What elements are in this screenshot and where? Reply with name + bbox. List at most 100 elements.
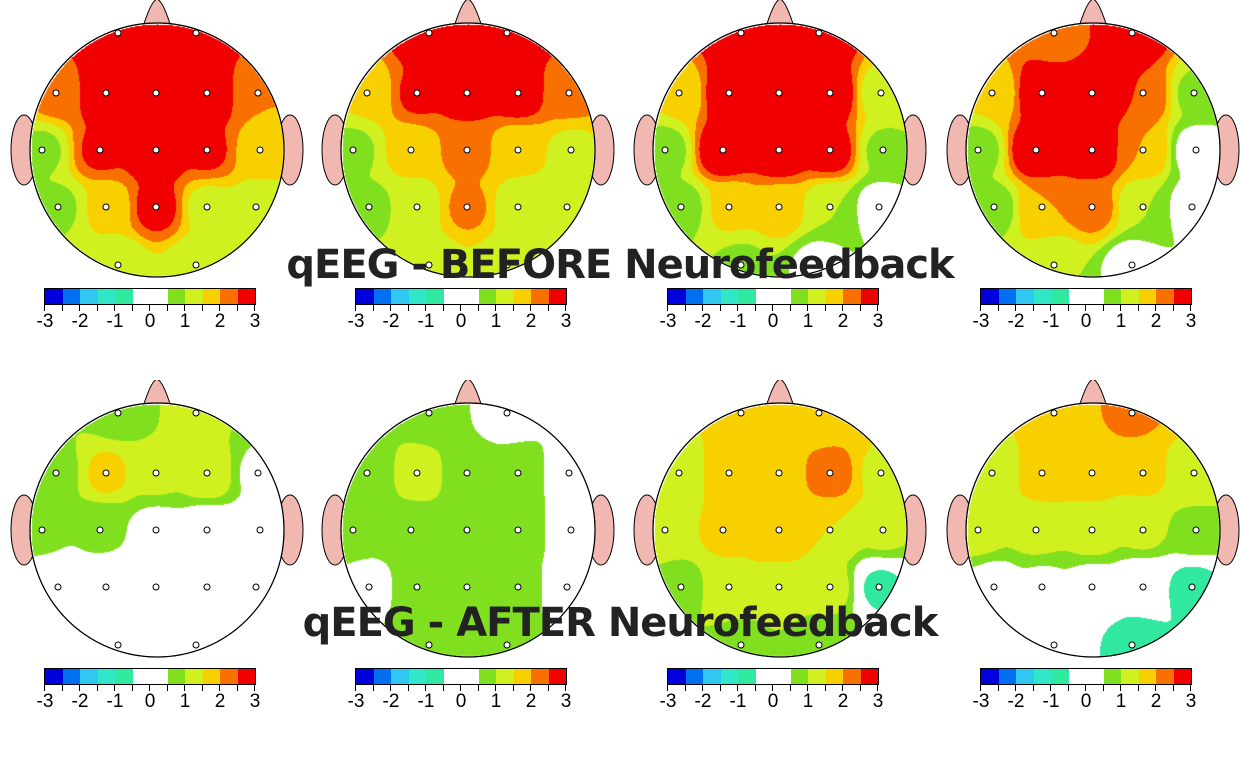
electrode-T4 xyxy=(256,526,264,534)
colorbar-segment xyxy=(237,669,255,684)
tick xyxy=(1085,305,1086,311)
electrode-O1 xyxy=(1050,641,1058,649)
tick xyxy=(719,685,721,691)
electrode-C3 xyxy=(1032,526,1040,534)
electrode-P3 xyxy=(725,583,733,591)
electrode-F7 xyxy=(988,89,996,97)
electrode-Fp2 xyxy=(815,409,823,417)
tick-label: 0 xyxy=(1080,311,1092,332)
colorbar-segment xyxy=(1156,669,1174,684)
tick-label: -2 xyxy=(694,311,712,332)
tick xyxy=(44,305,45,311)
tick-label: -1 xyxy=(417,311,435,332)
electrode-T5 xyxy=(365,583,373,591)
electrode-T4 xyxy=(879,146,887,154)
tick xyxy=(530,685,531,691)
tick xyxy=(407,305,409,311)
electrode-O1 xyxy=(425,261,433,269)
colorbar-segment xyxy=(808,669,826,684)
tick-label: -2 xyxy=(382,311,400,332)
tick xyxy=(131,685,133,691)
tick xyxy=(495,685,496,691)
tick xyxy=(807,685,808,691)
tick xyxy=(1102,685,1104,691)
electrode-P4 xyxy=(1139,583,1147,591)
tick xyxy=(390,685,391,691)
tick xyxy=(149,305,150,311)
tick-label: -1 xyxy=(1042,311,1060,332)
tick xyxy=(355,685,356,691)
topomap-before-1: -3 -2 -1 0 1 2 3 xyxy=(7,0,307,340)
electrode-T3 xyxy=(349,526,357,534)
colorbar xyxy=(355,288,567,305)
colorbar-segment xyxy=(531,669,549,684)
electrode-F7 xyxy=(675,469,683,477)
colorbar-segment xyxy=(860,669,878,684)
tick xyxy=(166,685,168,691)
tick xyxy=(1155,305,1156,311)
electrode-layer xyxy=(965,402,1221,658)
colorbar-segment xyxy=(62,669,80,684)
electrode-C3 xyxy=(96,526,104,534)
nose-icon xyxy=(1078,380,1108,408)
electrode-layer xyxy=(340,22,596,278)
tick-label: -3 xyxy=(347,311,365,332)
electrode-T4 xyxy=(256,146,264,154)
tick-label: 3 xyxy=(249,691,261,712)
electrode-C4 xyxy=(514,146,522,154)
electrode-T6 xyxy=(1188,583,1196,591)
colorbar-segment xyxy=(150,289,168,304)
colorbar-segment xyxy=(738,289,756,304)
tick xyxy=(772,305,773,311)
tick xyxy=(512,305,514,311)
tick xyxy=(96,685,98,691)
tick xyxy=(1172,305,1174,311)
tick xyxy=(842,305,843,311)
colorbar-segment xyxy=(668,669,686,684)
tick xyxy=(114,305,115,311)
electrode-T5 xyxy=(54,583,62,591)
electrode-P3 xyxy=(1038,583,1046,591)
colorbar-segment xyxy=(496,669,514,684)
electrode-Pz xyxy=(775,583,783,591)
electrode-F8 xyxy=(1190,469,1198,477)
tick-label: -1 xyxy=(106,311,124,332)
colorbar-segment xyxy=(185,289,203,304)
tick xyxy=(372,685,374,691)
electrode-T4 xyxy=(879,526,887,534)
electrode-T3 xyxy=(661,526,669,534)
tick-label: -1 xyxy=(1042,691,1060,712)
tick-label: 1 xyxy=(1115,691,1127,712)
colorbar-segment xyxy=(185,669,203,684)
electrode-C4 xyxy=(203,526,211,534)
colorbar-segment xyxy=(1173,669,1191,684)
colorbar-segment xyxy=(513,669,531,684)
tick xyxy=(131,305,133,311)
electrode-O1 xyxy=(114,261,122,269)
tick-label: 0 xyxy=(144,691,156,712)
tick xyxy=(1067,305,1069,311)
tick-label: -2 xyxy=(1007,691,1025,712)
tick-label: 3 xyxy=(560,691,572,712)
colorbar-segment xyxy=(1068,289,1086,304)
colorbar-segment xyxy=(62,289,80,304)
tick xyxy=(547,685,549,691)
tick xyxy=(1032,685,1034,691)
electrode-T6 xyxy=(875,203,883,211)
colorbar-segment xyxy=(132,289,150,304)
tick xyxy=(477,685,479,691)
electrode-O2 xyxy=(815,261,823,269)
tick-label: 1 xyxy=(490,311,502,332)
colorbar-segment xyxy=(1138,669,1156,684)
electrode-Fz xyxy=(1088,469,1096,477)
colorbar-segment xyxy=(860,289,878,304)
tick-label: -1 xyxy=(106,691,124,712)
electrode-Fz xyxy=(775,469,783,477)
colorbar-segment xyxy=(1173,289,1191,304)
electrode-T5 xyxy=(677,583,685,591)
tick xyxy=(997,685,999,691)
tick xyxy=(1120,685,1121,691)
nose-icon xyxy=(142,0,172,28)
colorbar-segment xyxy=(220,289,238,304)
electrode-F4 xyxy=(1139,89,1147,97)
